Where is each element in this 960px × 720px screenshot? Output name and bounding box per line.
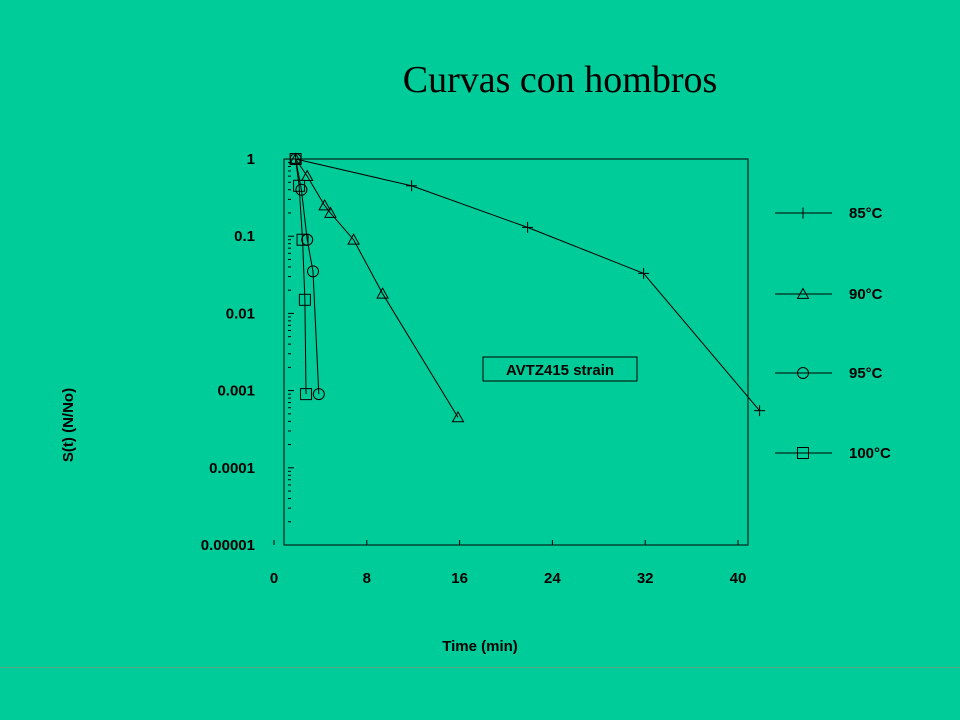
legend-label: 95°C <box>849 365 883 382</box>
data-point <box>318 198 331 211</box>
data-point <box>376 287 389 299</box>
x-tick-label: 8 <box>363 570 371 587</box>
data-point <box>296 233 309 246</box>
y-tick-label: 0.01 <box>226 305 255 322</box>
x-tick-label: 16 <box>451 570 468 587</box>
y-tick-label: 0.1 <box>234 228 255 245</box>
data-point <box>289 153 302 165</box>
x-tick-label: 0 <box>270 570 278 587</box>
y-tick-labels: 1 0.1 0.01 0.001 0.0001 0.00001 <box>201 151 255 554</box>
data-point <box>451 410 465 423</box>
series-layer <box>289 152 766 423</box>
legend: 85°C 90°C 95°C 100°C <box>775 205 891 462</box>
data-point <box>797 447 809 459</box>
x-tick-label: 40 <box>730 570 747 587</box>
data-point <box>298 293 311 306</box>
data-point <box>312 388 325 401</box>
series-line <box>295 158 459 418</box>
data-point <box>295 183 308 196</box>
x-tick-label: 32 <box>637 570 654 587</box>
annotation-box: AVTZ415 strain <box>482 356 638 382</box>
legend-item: 95°C <box>775 365 883 382</box>
legend-item: 100°C <box>775 445 891 462</box>
data-point <box>797 367 809 379</box>
y-tick-label: 0.0001 <box>209 460 255 477</box>
series-circle <box>289 153 325 401</box>
series-square <box>289 153 313 401</box>
data-point <box>300 169 314 182</box>
legend-item: 90°C <box>775 286 883 303</box>
data-point <box>293 179 306 192</box>
data-point <box>796 287 810 299</box>
x-axis-label: Time (min) <box>442 638 518 655</box>
legend-label: 90°C <box>849 286 883 303</box>
legend-label: 100°C <box>849 445 891 462</box>
data-point <box>289 152 302 164</box>
x-tick-label: 24 <box>544 570 561 587</box>
y-tick-label: 0.001 <box>217 383 255 400</box>
series-plus <box>290 153 766 417</box>
series-triangle <box>289 152 465 423</box>
footer-divider <box>0 667 960 668</box>
series-line <box>295 158 320 395</box>
axis-ticks <box>273 162 739 546</box>
data-point <box>324 206 337 218</box>
legend-item: 85°C <box>775 205 883 222</box>
chart-title: Curvas con hombros <box>402 59 718 101</box>
plot-frame <box>283 158 749 546</box>
y-tick-label: 1 <box>247 151 255 168</box>
y-tick-label: 0.00001 <box>201 537 255 554</box>
series-line <box>295 158 307 395</box>
data-point <box>307 265 319 278</box>
legend-label: 85°C <box>849 205 883 222</box>
data-point <box>300 388 313 401</box>
y-axis-label: S(t) (N/No) <box>60 388 77 462</box>
x-tick-labels: 0 8 16 24 32 40 <box>270 570 747 587</box>
data-point <box>347 233 360 245</box>
annotation-text: AVTZ415 strain <box>506 362 614 379</box>
